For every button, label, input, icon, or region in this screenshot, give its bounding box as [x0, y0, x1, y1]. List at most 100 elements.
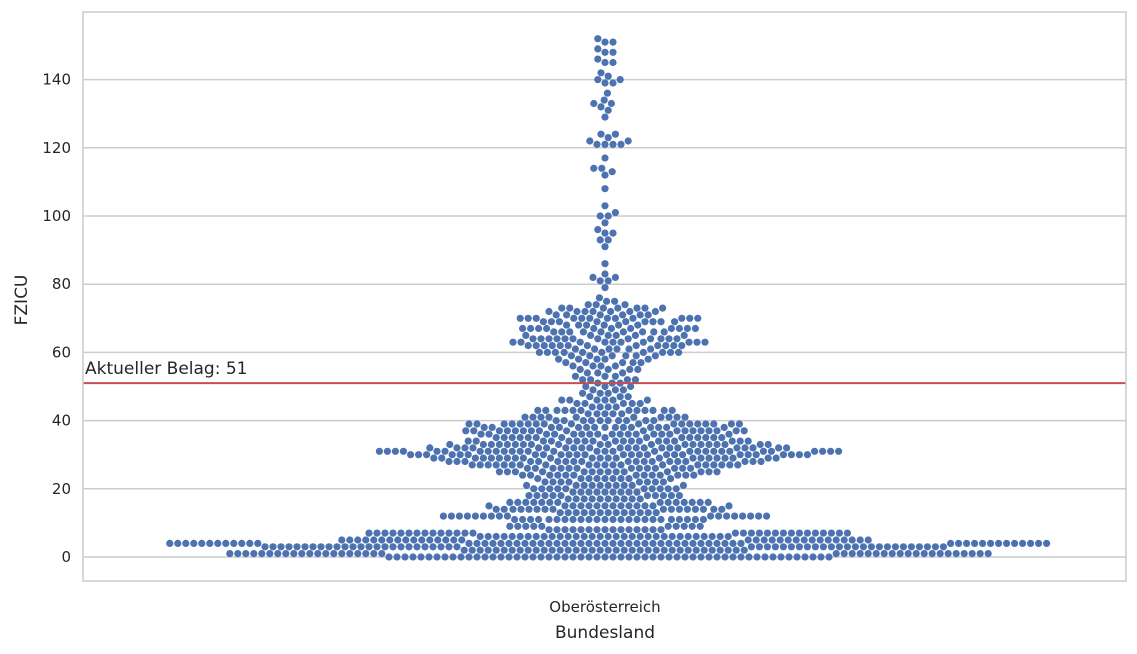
data-point — [625, 539, 633, 548]
data-point — [616, 393, 624, 401]
data-point — [604, 495, 612, 503]
data-point — [888, 550, 896, 558]
data-point — [594, 335, 602, 343]
data-point — [736, 437, 744, 445]
data-point — [694, 314, 702, 322]
data-point — [627, 464, 636, 472]
data-point — [473, 420, 481, 428]
data-point — [689, 427, 697, 435]
data-point — [737, 553, 745, 561]
data-point — [441, 553, 449, 561]
data-point — [492, 461, 500, 469]
data-point — [609, 229, 617, 237]
data-point — [872, 550, 880, 558]
data-point — [692, 532, 700, 541]
data-point — [747, 512, 755, 520]
data-point — [819, 529, 828, 537]
data-point — [540, 546, 548, 554]
data-point — [634, 321, 642, 329]
data-point — [593, 355, 601, 363]
data-point — [649, 318, 657, 326]
data-point — [633, 304, 641, 312]
data-point — [495, 468, 503, 476]
data-point — [622, 318, 630, 326]
data-point — [365, 529, 373, 537]
data-point — [984, 550, 992, 558]
data-point — [827, 543, 836, 551]
data-point — [1019, 539, 1027, 548]
data-point — [554, 471, 562, 479]
data-point — [939, 543, 948, 551]
data-point — [740, 427, 748, 435]
data-point — [715, 512, 723, 520]
data-point — [660, 406, 668, 414]
data-point — [696, 498, 704, 506]
data-point — [604, 277, 612, 285]
data-point — [537, 553, 545, 561]
data-point — [636, 546, 644, 554]
data-point — [558, 396, 566, 404]
data-point — [643, 464, 652, 472]
data-point — [397, 543, 405, 551]
data-point — [473, 539, 481, 548]
data-point — [654, 342, 662, 350]
data-point — [250, 550, 258, 558]
data-point — [724, 532, 732, 541]
data-point — [609, 526, 617, 534]
data-point — [995, 539, 1003, 548]
data-point — [386, 536, 394, 544]
data-point — [246, 539, 254, 548]
data-point — [438, 454, 446, 462]
data-point — [680, 331, 688, 339]
data-point — [564, 546, 572, 554]
data-point — [721, 553, 729, 561]
data-point — [667, 515, 676, 524]
data-point — [757, 457, 765, 466]
data-point — [641, 515, 649, 524]
data-point — [394, 536, 402, 544]
data-point — [619, 311, 627, 319]
data-point — [691, 515, 700, 524]
data-point — [468, 461, 476, 469]
data-point — [657, 335, 665, 343]
data-point — [601, 502, 609, 510]
data-point — [484, 546, 492, 554]
data-point — [596, 481, 604, 489]
data-point — [460, 546, 468, 554]
data-point — [705, 553, 713, 561]
data-point — [705, 427, 713, 435]
data-point — [875, 543, 884, 551]
data-point — [923, 543, 932, 551]
data-point — [697, 454, 705, 462]
data-point — [635, 451, 644, 459]
data-point — [671, 464, 679, 472]
data-point — [627, 423, 636, 431]
data-point — [593, 140, 601, 148]
data-point — [469, 444, 477, 452]
data-point — [744, 536, 752, 544]
data-point — [713, 427, 721, 435]
data-point — [1027, 539, 1035, 548]
data-point — [508, 461, 516, 469]
data-point — [593, 410, 601, 418]
data-point — [608, 430, 616, 438]
data-point — [596, 454, 604, 462]
data-point — [670, 342, 678, 350]
data-point — [433, 553, 441, 561]
data-point — [554, 457, 562, 466]
data-point — [679, 451, 687, 459]
data-point — [657, 318, 665, 326]
data-point — [628, 495, 636, 503]
data-point — [710, 505, 718, 513]
data-point — [472, 437, 480, 445]
data-point — [293, 543, 301, 551]
data-point — [668, 546, 676, 554]
data-point — [609, 79, 617, 87]
data-point — [594, 55, 602, 63]
data-point — [525, 492, 533, 500]
data-point — [624, 393, 632, 401]
data-point — [456, 451, 464, 459]
data-point — [519, 515, 527, 524]
data-point — [676, 546, 684, 554]
data-point — [545, 539, 553, 548]
